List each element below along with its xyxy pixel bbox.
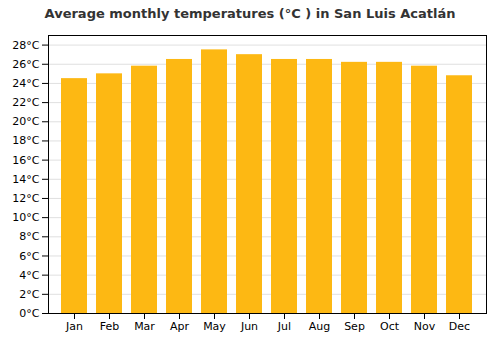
svg-text:Jun: Jun — [240, 320, 258, 333]
svg-text:8°C: 8°C — [19, 230, 39, 243]
svg-text:4°C: 4°C — [19, 269, 39, 282]
svg-text:14°C: 14°C — [12, 173, 39, 186]
svg-text:Mar: Mar — [134, 320, 155, 333]
svg-text:Sep: Sep — [344, 320, 365, 333]
svg-text:10°C: 10°C — [12, 211, 39, 224]
html-text:Average monthly temperatures (: Average monthly temperatures (°C ) in Sa… — [44, 6, 456, 21]
svg-text:Jul: Jul — [277, 320, 291, 333]
svg-text:Feb: Feb — [100, 320, 119, 333]
svg-text:Dec: Dec — [449, 320, 470, 333]
svg-text:16°C: 16°C — [12, 154, 39, 167]
svg-text:Nov: Nov — [414, 320, 436, 333]
svg-text:20°C: 20°C — [12, 115, 39, 128]
svg-text:28°C: 28°C — [12, 39, 39, 52]
svg-text:26°C: 26°C — [12, 58, 39, 71]
svg-text:Apr: Apr — [170, 320, 190, 333]
svg-text:Aug: Aug — [309, 320, 330, 333]
svg-text:18°C: 18°C — [12, 134, 39, 147]
svg-text:Jan: Jan — [65, 320, 83, 333]
svg-text:2°C: 2°C — [19, 288, 39, 301]
svg-text:0°C: 0°C — [19, 307, 39, 320]
svg-text:6°C: 6°C — [19, 250, 39, 263]
svg-text:May: May — [203, 320, 226, 333]
svg-text:22°C: 22°C — [12, 96, 39, 109]
svg-text:12°C: 12°C — [12, 192, 39, 205]
svg-text:Oct: Oct — [380, 320, 400, 333]
svg-text:24°C: 24°C — [12, 77, 39, 90]
